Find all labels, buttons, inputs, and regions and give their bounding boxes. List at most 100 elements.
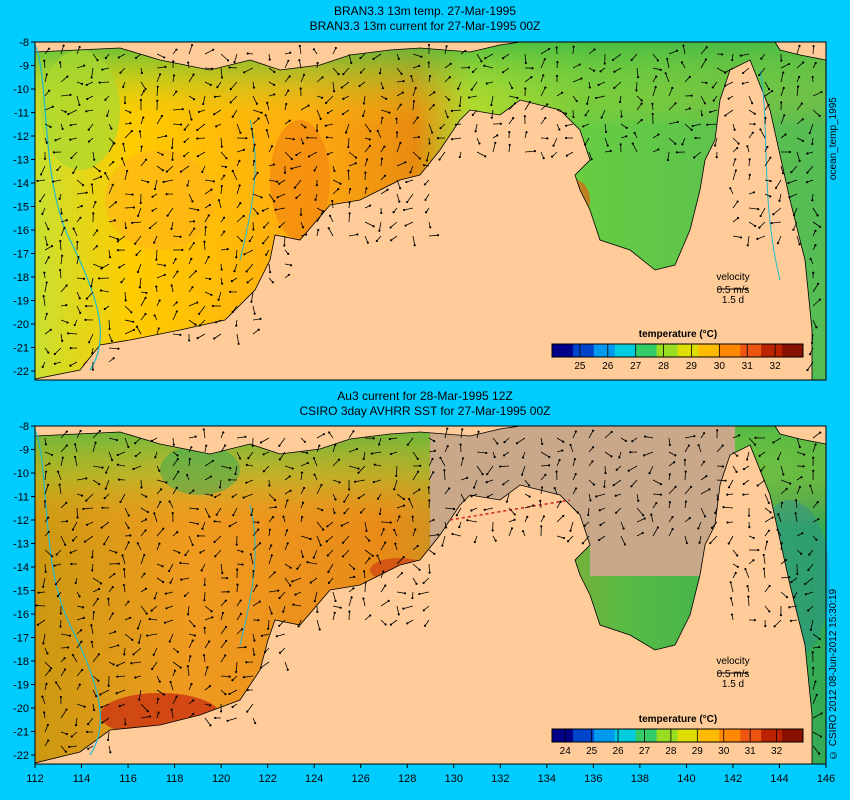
current-arrow-head bbox=[130, 129, 133, 133]
current-arrow-head bbox=[268, 271, 272, 274]
current-arrow bbox=[188, 619, 195, 627]
current-arrow bbox=[172, 661, 181, 668]
current-arrow-head bbox=[116, 453, 119, 457]
current-arrow-head bbox=[197, 312, 201, 315]
current-arrow-head bbox=[691, 124, 694, 128]
current-arrow-head bbox=[703, 432, 706, 435]
current-arrow-head bbox=[278, 624, 281, 627]
current-arrow-head bbox=[807, 609, 810, 612]
current-arrow-head bbox=[221, 611, 225, 615]
current-arrow bbox=[171, 285, 174, 293]
current-arrow-head bbox=[397, 613, 400, 616]
current-arrow-head bbox=[131, 193, 134, 196]
current-arrow bbox=[396, 605, 400, 615]
current-arrow-head bbox=[811, 142, 814, 145]
current-arrow bbox=[60, 319, 68, 323]
current-arrow-head bbox=[362, 457, 365, 460]
current-arrow-head bbox=[56, 470, 60, 473]
current-arrow-head bbox=[712, 99, 715, 102]
current-arrow-head bbox=[259, 441, 263, 444]
current-arrow-head bbox=[203, 583, 206, 586]
current-arrow bbox=[87, 717, 94, 725]
current-arrow bbox=[102, 717, 110, 723]
current-arrow bbox=[553, 137, 558, 146]
current-arrow-head bbox=[247, 457, 250, 460]
current-arrow bbox=[44, 451, 53, 456]
current-arrow-head bbox=[224, 625, 228, 629]
current-arrow-head bbox=[233, 270, 236, 273]
current-arrow-head bbox=[116, 237, 119, 241]
current-arrow-head bbox=[176, 531, 179, 534]
current-arrow-head bbox=[213, 337, 216, 340]
current-arrow-head bbox=[76, 240, 79, 244]
current-arrow bbox=[451, 109, 462, 112]
current-arrow-head bbox=[192, 242, 195, 245]
lon-tick-label: 144 bbox=[770, 773, 788, 785]
current-arrow-head bbox=[521, 473, 524, 476]
current-arrow bbox=[86, 109, 94, 112]
current-arrow bbox=[812, 91, 822, 97]
current-arrow-head bbox=[447, 98, 451, 101]
current-arrow bbox=[140, 530, 146, 537]
current-arrow-head bbox=[144, 518, 148, 521]
current-arrow-head bbox=[51, 105, 54, 108]
current-arrow-head bbox=[373, 463, 376, 466]
current-arrow bbox=[636, 103, 642, 111]
current-arrow-head bbox=[96, 597, 99, 601]
current-arrow bbox=[812, 299, 821, 307]
current-arrow bbox=[327, 549, 334, 556]
current-arrow-head bbox=[753, 122, 756, 126]
current-arrow-head bbox=[196, 128, 199, 132]
current-arrow bbox=[758, 67, 766, 76]
current-arrow bbox=[105, 479, 110, 489]
current-arrow bbox=[120, 493, 126, 503]
current-arrow-head bbox=[103, 542, 106, 546]
current-arrow bbox=[796, 103, 803, 111]
current-arrow bbox=[614, 67, 622, 73]
current-arrow-head bbox=[278, 596, 281, 600]
current-arrow bbox=[540, 464, 550, 467]
current-arrow bbox=[405, 221, 414, 226]
current-arrow-head bbox=[516, 96, 519, 99]
current-arrow bbox=[764, 507, 771, 513]
current-arrow bbox=[76, 291, 81, 299]
current-arrow-head bbox=[450, 138, 454, 141]
current-arrow bbox=[524, 76, 532, 83]
current-arrow bbox=[275, 207, 286, 211]
current-arrow-head bbox=[376, 129, 379, 132]
current-arrow bbox=[700, 507, 706, 517]
current-arrow-head bbox=[287, 273, 291, 276]
current-arrow bbox=[732, 549, 738, 556]
current-arrow bbox=[332, 47, 337, 55]
current-arrow-head bbox=[278, 651, 282, 654]
current-arrow bbox=[389, 437, 398, 440]
current-arrow bbox=[72, 654, 78, 663]
current-arrow-head bbox=[716, 429, 719, 432]
current-arrow-head bbox=[250, 513, 253, 517]
current-arrow bbox=[76, 277, 84, 280]
current-arrow-head bbox=[788, 196, 791, 199]
current-arrow-head bbox=[268, 484, 271, 487]
current-arrow-head bbox=[291, 580, 294, 583]
current-arrow-head bbox=[106, 738, 110, 742]
current-arrow bbox=[117, 675, 126, 678]
current-arrow-head bbox=[46, 243, 49, 246]
current-arrow-head bbox=[105, 471, 108, 474]
current-arrow-head bbox=[809, 484, 812, 487]
current-arrow-head bbox=[231, 310, 234, 314]
current-arrow bbox=[44, 563, 47, 572]
current-arrow bbox=[406, 193, 414, 203]
current-arrow-head bbox=[741, 82, 744, 85]
australia-land-bottom bbox=[34, 444, 813, 765]
current-arrow bbox=[428, 534, 439, 537]
current-arrow-head bbox=[337, 458, 341, 461]
current-arrow-head bbox=[68, 634, 72, 637]
current-arrow-head bbox=[65, 520, 69, 523]
current-arrow-head bbox=[693, 435, 696, 438]
current-arrow-head bbox=[228, 66, 231, 69]
current-arrow-head bbox=[245, 661, 248, 664]
current-arrow-head bbox=[358, 84, 361, 88]
current-arrow-head bbox=[87, 140, 91, 143]
current-arrow-head bbox=[431, 457, 434, 461]
current-arrow-head bbox=[316, 61, 319, 65]
